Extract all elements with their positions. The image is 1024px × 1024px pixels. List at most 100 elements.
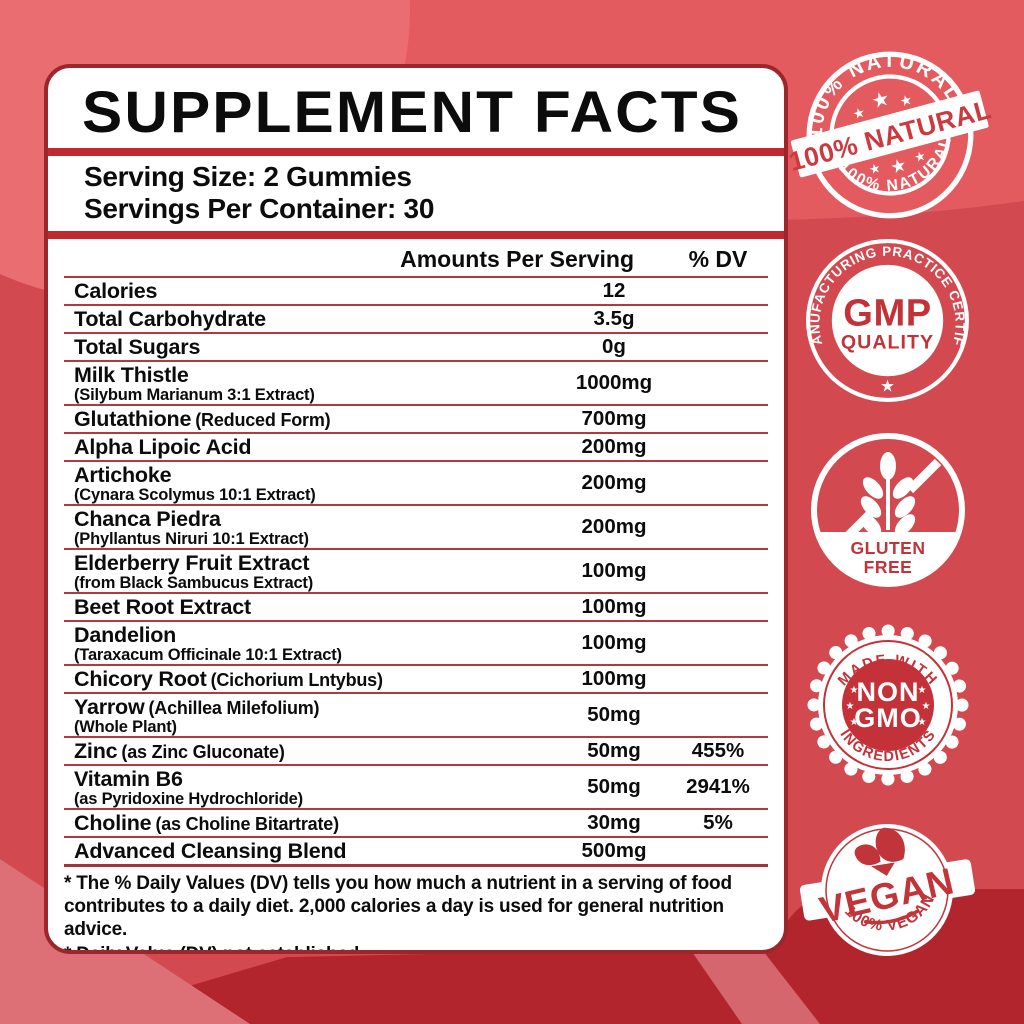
svg-text:★: ★	[851, 105, 867, 124]
divider-bar	[48, 231, 784, 239]
ingredient-amount: 200mg	[581, 515, 647, 538]
gmp-stamp-icon: GOOD MANUFACTURING PRACTICE CERTIFICATIO…	[799, 226, 969, 402]
ingredient-detail: (Taraxacum Officinale 10:1 Extract)	[74, 646, 342, 664]
ingredient-detail: (Cichorium Lntybus)	[210, 670, 383, 690]
ingredient-name: Glutathione	[74, 407, 192, 431]
table-row: Chicory Root (Cichorium Lntybus) 100mg	[64, 664, 768, 692]
svg-text:★: ★	[850, 717, 859, 728]
table-row: Yarrow (Achillea Milefolium) (Whole Plant…	[64, 692, 768, 736]
ingredient-name: Artichoke	[74, 463, 172, 487]
svg-text:GMO: GMO	[854, 703, 922, 733]
ingredient-detail: (as Pyridoxine Hydrochloride)	[74, 790, 303, 808]
natural-stamp-icon: 100% NATURAL ★ ★ ★ 100% NATURAL ★ ★ ★ 10…	[786, 31, 994, 219]
ingredient-name: Elderberry Fruit Extract	[74, 551, 310, 575]
ingredient-detail: (as Choline Bitartrate)	[155, 814, 339, 834]
ingredient-detail: (Achillea Milefolium)	[148, 698, 320, 718]
serving-info: Serving Size: 2 Gummies Servings Per Con…	[48, 156, 784, 231]
svg-text:★: ★	[868, 161, 883, 178]
table-row: Elderberry Fruit Extract (from Black Sam…	[64, 548, 768, 592]
table-row: Chanca Piedra (Phyllantus Niruri 10:1 Ex…	[64, 504, 768, 548]
ingredient-name: Yarrow	[74, 695, 145, 719]
gmp-badge: GOOD MANUFACTURING PRACTICE CERTIFICATIO…	[799, 226, 970, 403]
svg-text:QUALITY: QUALITY	[841, 331, 934, 353]
ingredient-amount: 0g	[602, 335, 626, 358]
svg-text:★: ★	[869, 86, 893, 114]
ingredient-detail: (Reduced Form)	[195, 410, 331, 430]
vegan-stamp-icon: VEGAN 100% VEGAN	[799, 824, 976, 956]
gluten-free-icon: GLUTEN FREE	[811, 433, 965, 587]
ingredient-amount: 1000mg	[575, 371, 653, 394]
ingredient-detail: (from Black Sambucus Extract)	[74, 574, 314, 592]
table-row: Vitamin B6 (as Pyridoxine Hydrochloride)…	[64, 764, 768, 808]
svg-text:★: ★	[880, 377, 895, 396]
gluten-free-badge: GLUTEN FREE	[808, 430, 968, 590]
ingredient-dv: 5%	[703, 811, 733, 834]
ingredient-name: Beet Root Extract	[74, 595, 251, 619]
table-row: Zinc (as Zinc Gluconate) 50mg 455%	[64, 736, 768, 764]
ingredient-amount: 30mg	[587, 811, 641, 834]
table-row: Advanced Cleansing Blend 500mg	[64, 836, 768, 864]
svg-text:FREE: FREE	[864, 557, 913, 577]
svg-text:★: ★	[918, 717, 927, 728]
ingredient-amount: 100mg	[581, 667, 647, 690]
table-row: Alpha Lipoic Acid 200mg	[64, 432, 768, 460]
wheat-icon	[860, 452, 916, 536]
ingredient-detail: (Phyllantus Niruri 10:1 Extract)	[74, 530, 309, 548]
ingredient-name: Milk Thistle	[74, 363, 189, 387]
ingredient-detail: (as Zinc Gluconate)	[121, 742, 285, 762]
svg-text:★: ★	[846, 701, 855, 712]
table-row: Total Sugars 0g	[64, 332, 768, 360]
serving-size: Serving Size: 2 Gummies	[84, 161, 412, 192]
ingredient-amount: 500mg	[581, 839, 647, 862]
table-row: Beet Root Extract 100mg	[64, 592, 768, 620]
footnote-dv-not-established: * Daily Value (DV) not established.	[64, 943, 766, 950]
ingredient-name: Total Carbohydrate	[74, 307, 266, 331]
stars: ★ ★ ★ ★ ★ ★	[846, 685, 931, 728]
table-row: Calories 12	[64, 276, 768, 304]
ingredient-amount: 100mg	[581, 559, 647, 582]
ingredient-dv: 455%	[691, 739, 745, 762]
ingredient-detail: (Whole Plant)	[74, 718, 177, 736]
column-header-amounts: Amounts Per Serving	[400, 246, 634, 272]
ingredient-name: Total Sugars	[74, 335, 201, 359]
panel-header: SUPPLEMENT FACTS	[48, 68, 784, 148]
non-gmo-badge: MADE WITH INGREDIENTS ★ ★ ★ ★ ★ ★ NON GM…	[803, 620, 973, 790]
svg-text:★: ★	[850, 685, 859, 696]
ingredient-amount: 100mg	[581, 631, 647, 654]
ingredient-name: Choline	[74, 811, 152, 835]
footnotes: * The % Daily Values (DV) tells you how …	[64, 864, 768, 950]
svg-text:GLUTEN: GLUTEN	[851, 538, 926, 558]
svg-text:★: ★	[898, 92, 914, 111]
svg-text:GMP: GMP	[843, 292, 931, 335]
svg-text:★: ★	[918, 685, 927, 696]
table-row: Glutathione (Reduced Form) 700mg	[64, 404, 768, 432]
table-row: Choline (as Choline Bitartrate) 30mg 5%	[64, 808, 768, 836]
ingredient-detail: (Cynara Scolymus 10:1 Extract)	[74, 486, 316, 504]
ingredient-name: Chicory Root	[74, 667, 207, 691]
ingredient-name: Calories	[74, 279, 158, 303]
ingredient-amount: 50mg	[587, 703, 641, 726]
svg-text:NON: NON	[857, 677, 920, 707]
vegan-badge: VEGAN 100% VEGAN	[795, 812, 980, 972]
table-row: Dandelion (Taraxacum Officinale 10:1 Ext…	[64, 620, 768, 664]
table-row: Milk Thistle (Silybum Marianum 3:1 Extra…	[64, 360, 768, 404]
panel-title: SUPPLEMENT FACTS	[82, 80, 742, 145]
table-header-row: Amounts Per Serving % DV	[64, 239, 768, 276]
ingredient-dv: 2941%	[686, 775, 750, 798]
slash-icon	[840, 458, 942, 544]
divider-bar	[48, 148, 784, 156]
svg-text:★: ★	[888, 154, 909, 178]
ingredient-amount: 200mg	[581, 471, 647, 494]
ingredient-name: Advanced Cleansing Blend	[74, 839, 347, 863]
ingredient-name: Dandelion	[74, 623, 177, 647]
ingredient-amount: 3.5g	[593, 307, 635, 330]
ingredient-amount: 12	[602, 279, 626, 302]
ingredient-amount: 50mg	[587, 775, 641, 798]
footnote-dv-explanation: * The % Daily Values (DV) tells you how …	[64, 873, 732, 940]
ingredient-amount: 100mg	[581, 595, 647, 618]
ingredient-amount: 50mg	[587, 739, 641, 762]
servings-per-container: Servings Per Container: 30	[84, 193, 435, 224]
ingredient-amount: 700mg	[581, 407, 647, 430]
table-row: Total Carbohydrate 3.5g	[64, 304, 768, 332]
supplement-facts-panel: SUPPLEMENT FACTS Serving Size: 2 Gummies…	[44, 64, 788, 954]
